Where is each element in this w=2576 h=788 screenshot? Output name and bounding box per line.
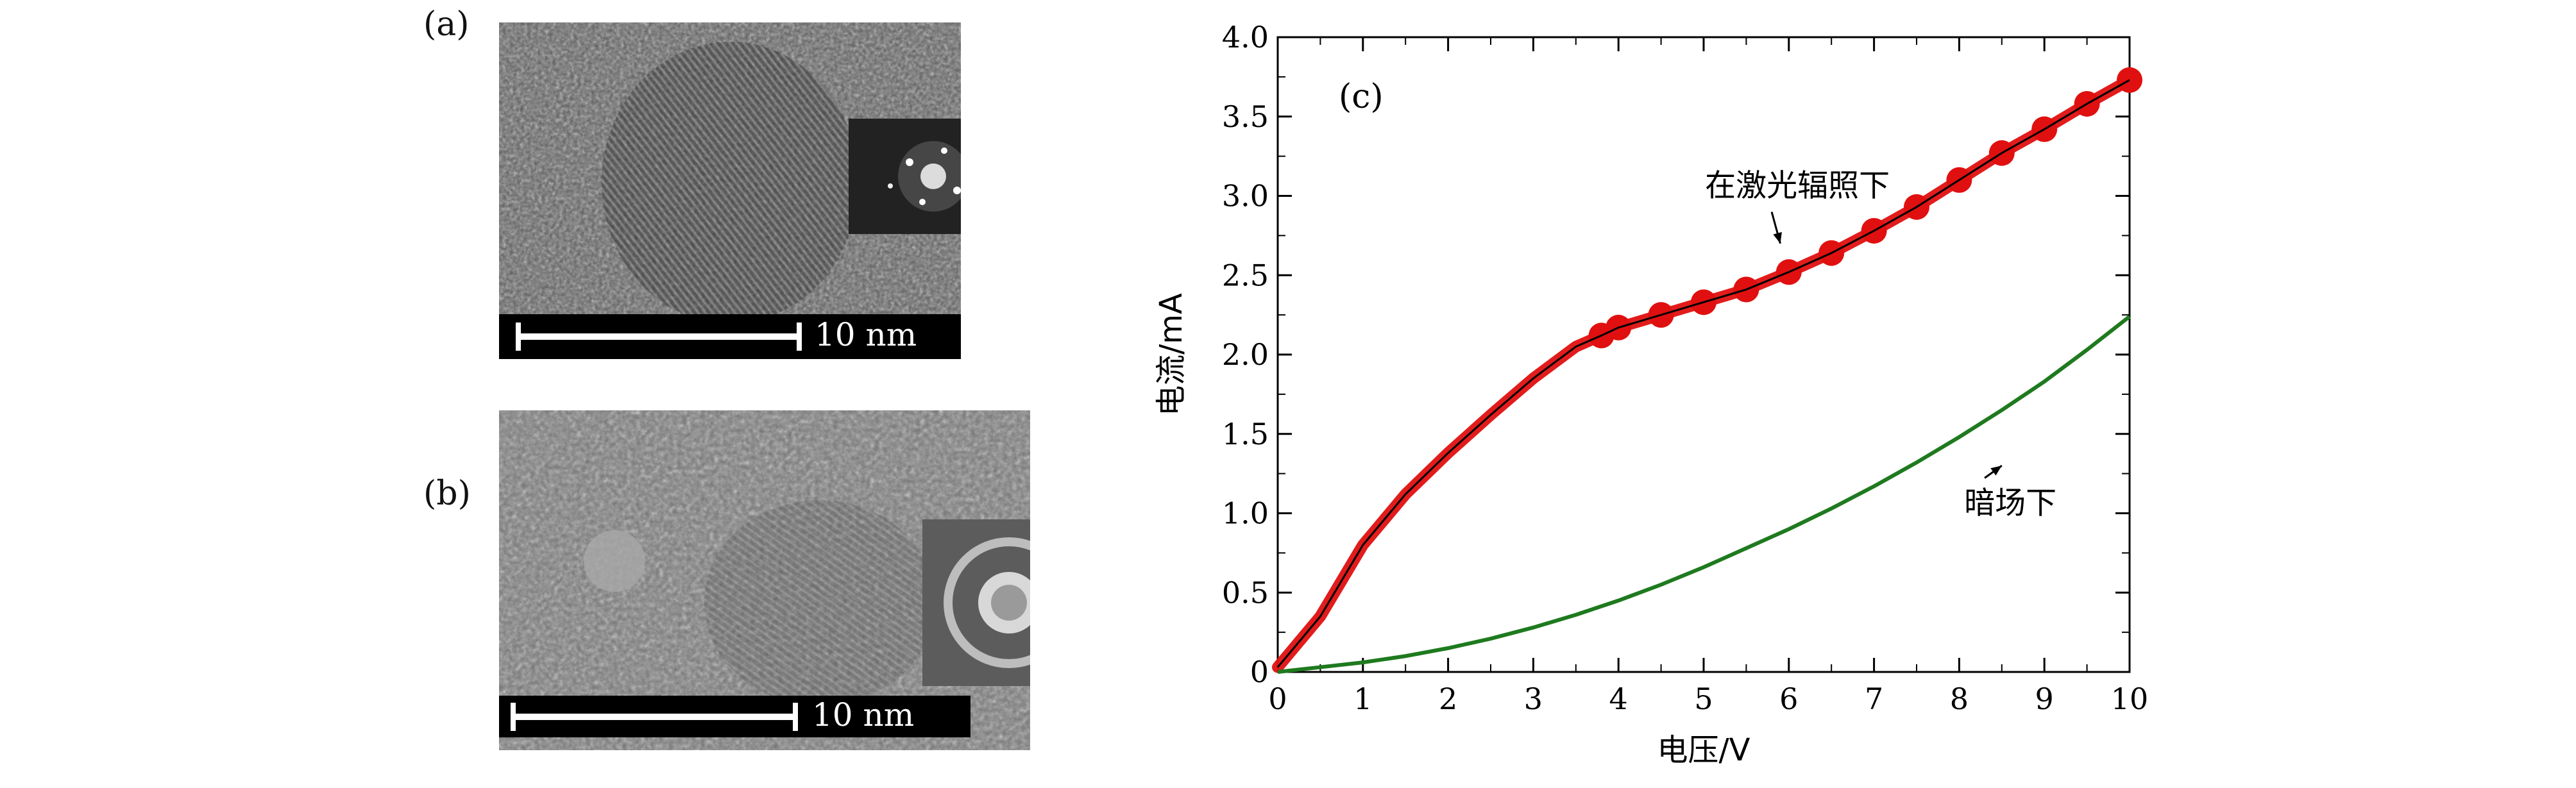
panel-c-label: (c) (1339, 78, 1384, 116)
fft-inset-b (922, 519, 1030, 686)
annotation-laser-arrowhead (1773, 231, 1782, 244)
scale-bar-b-text: 10 nm (812, 696, 915, 734)
x-tick-label: 10 (2111, 682, 2149, 716)
y-tick-label: 2.5 (1222, 258, 1269, 292)
scale-bar-b (499, 696, 970, 737)
y-tick-label: 0 (1250, 655, 1269, 689)
x-axis-label: 电压/V (1657, 732, 1750, 768)
y-tick-label: 3.0 (1222, 179, 1269, 214)
panel-a-label: (a) (423, 5, 470, 44)
annotation-laser-text: 在激光辐照下 (1705, 168, 1890, 204)
x-tick-label: 0 (1268, 682, 1287, 716)
x-tick-label: 8 (1950, 682, 1969, 716)
x-tick-label: 3 (1524, 682, 1543, 716)
plot-frame (1276, 36, 2131, 673)
y-tick-label: 0.5 (1222, 575, 1269, 610)
series-dark-line (1277, 315, 2131, 674)
annotation-dark-text: 暗场下 (1964, 485, 2056, 521)
y-tick-label: 3.5 (1222, 99, 1269, 134)
x-tick-label: 1 (1353, 682, 1372, 716)
annotation-dark-arrowhead (1990, 465, 2002, 476)
fft-inset-a (849, 119, 961, 234)
x-tick-label: 5 (1694, 682, 1713, 716)
x-tick-label: 7 (1865, 682, 1883, 716)
series-laser-line (1276, 79, 2130, 668)
x-tick-label: 2 (1439, 682, 1457, 716)
x-tick-label: 9 (2035, 682, 2054, 716)
scale-bar-a (499, 314, 961, 359)
tem-image-b: 10 nm (499, 410, 1030, 750)
y-tick-label: 4.0 (1222, 20, 1269, 54)
y-tick-label: 2.0 (1222, 337, 1269, 372)
y-axis-label: 电流/mA (1153, 293, 1189, 416)
x-tick-label: 4 (1609, 682, 1628, 716)
x-tick-label: 6 (1779, 682, 1798, 716)
scale-bar-a-text: 10 nm (815, 316, 917, 353)
y-tick-label: 1.0 (1222, 496, 1269, 531)
y-tick-label: 1.5 (1222, 417, 1269, 451)
tem-image-a: 10 nm (499, 22, 961, 359)
iv-chart: 0 1 2 3 4 5 6 7 8 9 10 0 0.5 1.0 1.5 2.0 2.5 3.0 3.5 4.0 电压/… (1153, 20, 2149, 768)
series-laser-band (1272, 74, 2135, 673)
panel-b-label: (b) (423, 474, 471, 513)
